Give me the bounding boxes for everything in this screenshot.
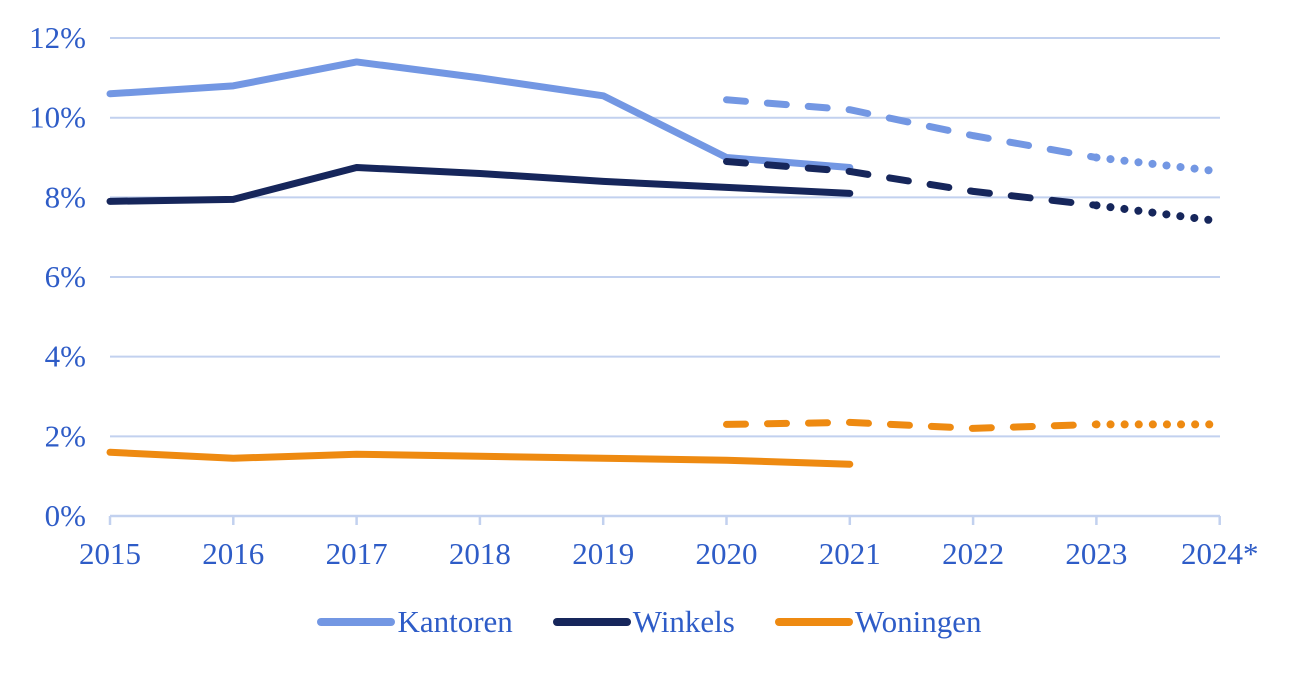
woningen-line-swatch	[774, 617, 853, 626]
x-axis-label: 2016	[202, 536, 264, 571]
x-axis-label: 2022	[942, 536, 1004, 571]
legend-item-woningen: Woningen	[774, 604, 982, 639]
x-axis-label: 2018	[449, 536, 511, 571]
legend: Kantoren Winkels Woningen	[0, 606, 1299, 637]
y-axis-label: 2%	[45, 418, 86, 453]
x-axis-label: 2023	[1065, 536, 1127, 571]
woningen-solid-line	[106, 448, 854, 468]
kantoren-line-swatch	[317, 617, 396, 626]
x-axis-label: 2017	[326, 536, 388, 571]
x-axis-label: 2021	[819, 536, 881, 571]
y-axis-label: 4%	[45, 339, 86, 374]
legend-item-kantoren: Kantoren	[317, 604, 513, 639]
y-axis-label: 0%	[45, 498, 86, 533]
x-axis-label: 2019	[572, 536, 634, 571]
y-axis-label: 6%	[45, 259, 86, 294]
x-axis-label: 2015	[79, 536, 141, 571]
kantoren-dotted-line	[1092, 153, 1224, 176]
legend-item-winkels: Winkels	[552, 604, 735, 639]
line-chart: 0% 2% 4% 6% 8% 10% 12% 2015 2016 2017 2018 2019 2020…	[29, 20, 1259, 571]
woningen-dashed-line	[723, 418, 1100, 432]
y-axis-label: 8%	[45, 179, 86, 214]
winkels-solid-line	[106, 163, 854, 205]
x-axis-label: 2024*	[1181, 536, 1259, 571]
y-axis-label: 12%	[29, 20, 86, 55]
winkels-dashed-line	[723, 158, 1100, 209]
x-axis-label: 2020	[696, 536, 758, 571]
kantoren-solid-line	[106, 58, 854, 171]
legend-label-kantoren: Kantoren	[397, 604, 513, 639]
legend-label-woningen: Woningen	[854, 604, 982, 639]
y-axis-label: 10%	[29, 100, 86, 135]
winkels-dotted-line	[1092, 201, 1224, 226]
winkels-line-swatch	[552, 617, 631, 626]
kantoren-dashed-line	[723, 96, 1100, 162]
legend-label-winkels: Winkels	[632, 604, 735, 639]
